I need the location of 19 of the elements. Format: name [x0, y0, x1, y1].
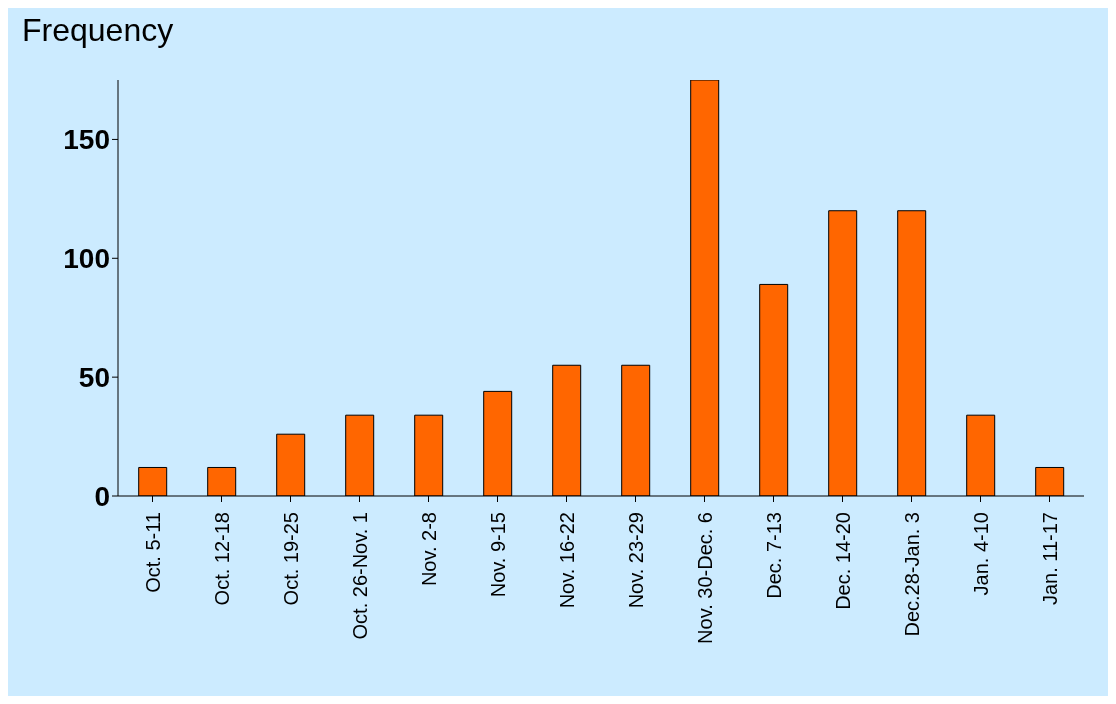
x-tick-label: Dec. 7-13 — [762, 512, 785, 599]
x-tick-label: Nov. 30-Dec. 6 — [693, 512, 716, 644]
x-tick-label: Oct. 5-11 — [141, 512, 164, 593]
x-tick-label: Jan. 4-10 — [969, 512, 992, 596]
y-tick-label: 0 — [94, 480, 110, 512]
x-tick-label: Oct. 19-25 — [279, 512, 302, 606]
x-tick-label: Nov. 9-15 — [486, 512, 509, 598]
x-tick-label: Dec.28-Jan. 3 — [900, 512, 923, 637]
y-tick-label: 150 — [63, 124, 110, 156]
y-tick-label: 100 — [63, 243, 110, 275]
y-tick-label: 50 — [78, 362, 110, 394]
x-tick-label: Nov. 16-22 — [555, 512, 578, 609]
y-axis-title: Frequency — [22, 12, 174, 49]
x-tick-label: Nov. 2-8 — [417, 512, 440, 587]
x-tick-label: Nov. 23-29 — [624, 512, 647, 609]
x-tick-label: Oct. 12-18 — [210, 512, 233, 606]
x-tick-label: Oct. 26-Nov. 1 — [348, 512, 371, 640]
x-tick-label: Jan. 11-17 — [1038, 512, 1061, 606]
x-tick-label: Dec. 14-20 — [831, 512, 854, 610]
